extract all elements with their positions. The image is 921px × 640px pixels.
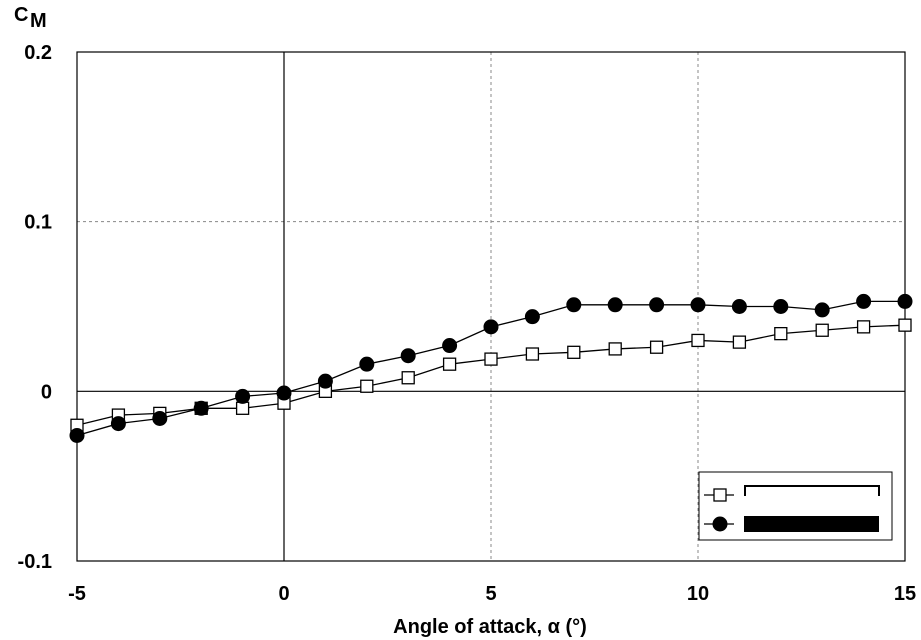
x-axis-label: Angle of attack, α (°) xyxy=(393,616,587,638)
series-2-point xyxy=(814,302,830,318)
legend-items xyxy=(704,485,880,532)
series-1-point xyxy=(774,326,788,341)
series-1-point xyxy=(856,320,871,334)
series-2-point xyxy=(690,297,706,313)
series-2-point xyxy=(524,309,540,325)
series-1-point xyxy=(484,352,498,366)
series-2-point xyxy=(731,299,747,314)
legend-marker xyxy=(712,516,728,532)
series-2-point xyxy=(69,427,85,443)
tick-labels: -5 0 5 10 15 -0.1 0 0.1 0.2 xyxy=(18,42,917,605)
series-2-point xyxy=(235,388,251,404)
series-2-point xyxy=(566,297,582,313)
series-1-point xyxy=(525,347,540,361)
y-tick-label: -0.1 xyxy=(18,551,52,573)
series-1-point xyxy=(442,357,457,371)
series-1-point xyxy=(360,379,374,393)
x-tick-label: 10 xyxy=(687,583,709,605)
series-2-point xyxy=(110,416,126,432)
series-1-point xyxy=(608,342,622,356)
series-1-point xyxy=(815,323,829,337)
series-2-point xyxy=(856,293,872,309)
series-1-point xyxy=(235,401,250,415)
series-2-point xyxy=(607,297,623,313)
y-tick-label: 0 xyxy=(41,381,52,403)
y-axis-label: C xyxy=(14,4,28,26)
legend-marker xyxy=(713,488,727,502)
series-1-point xyxy=(732,335,747,349)
series-1-point xyxy=(401,371,415,385)
series-2-point xyxy=(152,410,168,426)
series-2-point xyxy=(359,356,375,372)
legend-swatch xyxy=(744,516,879,532)
legend xyxy=(698,471,893,541)
x-tick-label: 15 xyxy=(894,583,916,605)
y-axis-label-subscript: M xyxy=(30,10,47,32)
y-tick-label: 0.1 xyxy=(24,212,52,234)
series-2-point xyxy=(317,373,333,389)
series-2-point xyxy=(276,385,292,401)
x-tick-label: 5 xyxy=(485,583,496,605)
series-2-point xyxy=(773,299,789,314)
series-2-point xyxy=(897,293,913,309)
series-2-point xyxy=(649,297,665,313)
y-axis-label-main: C xyxy=(14,4,28,26)
series-1-point xyxy=(898,318,912,332)
x-tick-label: 0 xyxy=(278,583,289,605)
series-2-point xyxy=(442,338,458,354)
series-1-point xyxy=(691,333,705,348)
series-1-point xyxy=(649,340,664,354)
series-group xyxy=(69,293,913,443)
series-1-point xyxy=(567,345,581,359)
series-2-point xyxy=(193,400,209,416)
legend-swatch xyxy=(744,485,880,496)
series-2-point xyxy=(483,319,499,335)
x-tick-label: -5 xyxy=(68,583,86,605)
y-tick-label: 0.2 xyxy=(24,42,52,64)
series-2-point xyxy=(400,348,416,364)
